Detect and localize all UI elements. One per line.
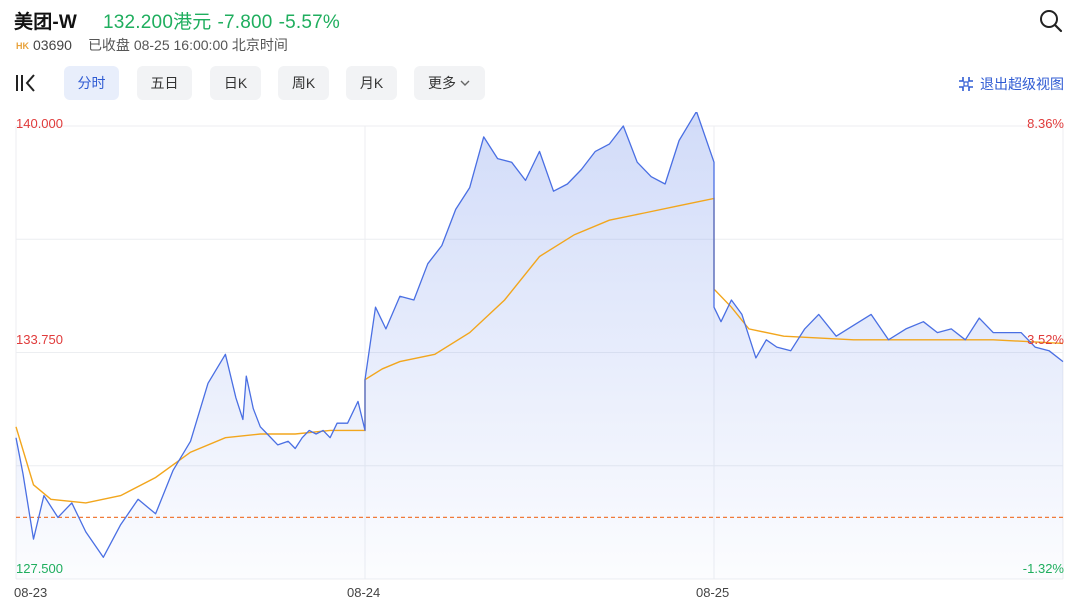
x-axis-label: 08-24 xyxy=(347,585,381,600)
tab-more-label: 更多 xyxy=(428,75,456,91)
x-axis-label: 08-25 xyxy=(696,585,730,600)
stock-price: 132.200港元 xyxy=(103,12,212,33)
chevron-down-icon xyxy=(460,80,470,86)
market-badge: HK xyxy=(16,41,29,51)
x-axis-label: 08-23 xyxy=(14,585,48,600)
y-axis-left-label: 140.000 xyxy=(16,116,63,131)
stock-name: 美团-W xyxy=(14,12,78,33)
tab-more[interactable]: 更多 xyxy=(414,66,485,100)
exit-super-view-button[interactable]: 退出超级视图 xyxy=(958,74,1064,94)
period-toolbar: 分时 五日 日K 周K 月K 更多 退出超级视图 xyxy=(0,64,1080,104)
tab-fenshi[interactable]: 分时 xyxy=(64,66,119,100)
stock-quote: 132.200港元 -7.800 -5.57% xyxy=(103,7,346,34)
stock-subline: HK 03690 已收盘 08-25 16:00:00 北京时间 xyxy=(16,35,288,55)
stock-change-pct: -5.57% xyxy=(278,12,340,33)
price-area xyxy=(16,112,1063,579)
price-line xyxy=(15,112,1064,558)
sidebar-toggle-icon[interactable] xyxy=(14,71,38,95)
tab-weekly-k[interactable]: 周K xyxy=(278,66,329,100)
y-axis-right-label: -1.32% xyxy=(1022,561,1064,576)
exit-super-view-label: 退出超级视图 xyxy=(980,76,1064,92)
intraday-chart[interactable]: 140.000 133.750 127.500 8.36% 3.52% -1.32% 08-… xyxy=(0,112,1080,608)
stock-change: -7.800 xyxy=(217,12,273,33)
stock-code: 03690 xyxy=(33,37,72,53)
tab-daily-k[interactable]: 日K xyxy=(210,66,261,100)
y-axis-left-label: 133.750 xyxy=(16,332,63,347)
y-axis-right-label: 3.52% xyxy=(1027,332,1064,347)
tab-five-day[interactable]: 五日 xyxy=(137,66,192,100)
search-icon[interactable] xyxy=(1038,8,1064,34)
quote-header: 美团-W 132.200港元 -7.800 -5.57% HK 03690 已收盘 08… xyxy=(0,0,1080,60)
y-axis-right-label: 8.36% xyxy=(1027,116,1064,131)
y-axis-left-label: 127.500 xyxy=(16,561,63,576)
fullscreen-exit-icon xyxy=(959,77,973,91)
chart-svg xyxy=(15,112,1064,580)
market-status: 已收盘 08-25 16:00:00 北京时间 xyxy=(87,37,288,53)
tab-monthly-k[interactable]: 月K xyxy=(346,66,397,100)
